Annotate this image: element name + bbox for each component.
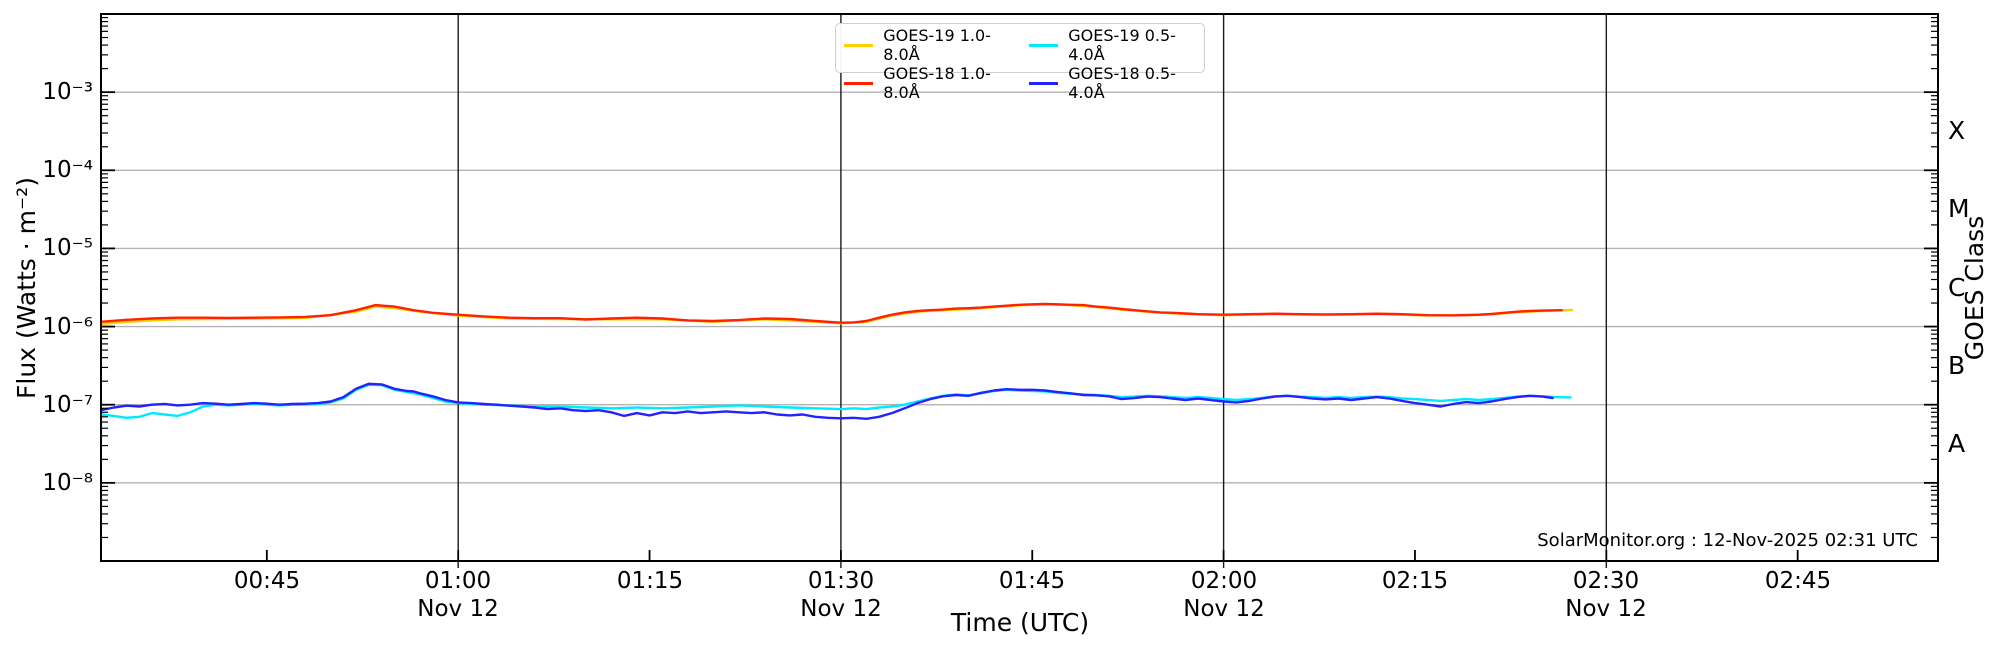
goes-class-letter-b: B <box>1948 351 1966 380</box>
goes-class-letter-c: C <box>1948 273 1966 302</box>
source-credit: SolarMonitor.org : 12-Nov-2025 02:31 UTC <box>1537 530 1918 551</box>
y-tick-label: 10⁻⁵ <box>42 235 93 261</box>
x-tick-label: 02:45 <box>1764 568 1832 594</box>
legend-label: GOES-19 0.5-4.0Å <box>1068 26 1176 64</box>
legend-line-sample <box>1029 81 1059 85</box>
x-date-label: Nov 12 <box>417 596 499 622</box>
y-axis-title: Flux (Watts · m⁻²) <box>12 177 41 399</box>
legend-label: GOES-18 1.0-8.0Å <box>883 64 991 102</box>
legend-line-sample <box>844 43 874 47</box>
legend-entry-goes18-long: GOES-18 1.0-8.0Å <box>844 64 1011 102</box>
y-tick-label: 10⁻⁷ <box>42 392 93 418</box>
x-tick-label: 00:45 <box>233 568 301 594</box>
legend: GOES-19 1.0-8.0Å GOES-18 1.0-8.0Å GOES-1… <box>835 23 1205 102</box>
x-tick-label: 01:00 <box>424 568 492 594</box>
legend-entry-goes19-short: GOES-19 0.5-4.0Å <box>1029 26 1196 64</box>
legend-entry-goes19-long: GOES-19 1.0-8.0Å <box>844 26 1011 64</box>
x-date-label: Nov 12 <box>1565 596 1647 622</box>
y-tick-label: 10⁻⁴ <box>42 157 93 183</box>
x-date-label: Nov 12 <box>800 596 882 622</box>
legend-label: GOES-19 1.0-8.0Å <box>883 26 991 64</box>
x-tick-label: 01:30 <box>807 568 875 594</box>
x-tick-label: 02:30 <box>1572 568 1640 594</box>
x-date-label: Nov 12 <box>1183 596 1265 622</box>
x-tick-label: 01:15 <box>616 568 684 594</box>
x-tick-label: 02:00 <box>1190 568 1258 594</box>
goes-class-letter-x: X <box>1948 116 1966 145</box>
legend-line-sample <box>1029 43 1059 47</box>
right-axis-title: GOES Class <box>1960 215 1989 361</box>
y-tick-label: 10⁻³ <box>42 79 93 105</box>
goes-class-letter-m: M <box>1948 194 1970 223</box>
y-tick-label: 10⁻⁸ <box>42 470 93 496</box>
goes-class-letter-a: A <box>1948 429 1966 458</box>
x-axis-title: Time (UTC) <box>950 608 1090 637</box>
legend-entry-goes18-short: GOES-18 0.5-4.0Å <box>1029 64 1196 102</box>
legend-line-sample <box>844 81 874 85</box>
legend-label: GOES-18 0.5-4.0Å <box>1068 64 1176 102</box>
y-tick-label: 10⁻⁶ <box>42 314 93 340</box>
x-tick-label: 02:15 <box>1381 568 1449 594</box>
x-tick-label: 01:45 <box>998 568 1066 594</box>
